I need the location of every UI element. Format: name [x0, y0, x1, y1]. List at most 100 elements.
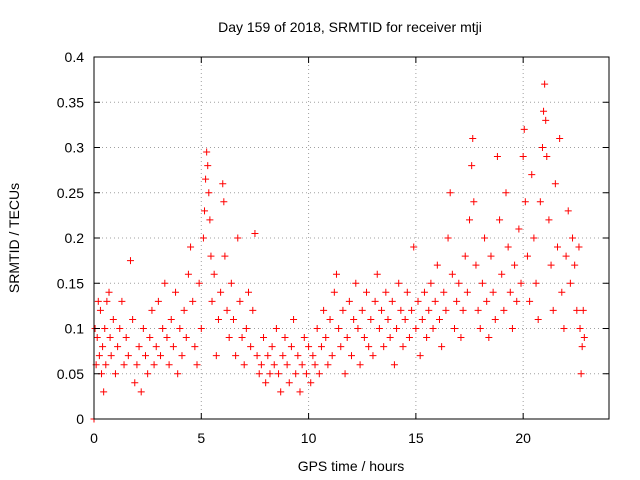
- data-point: [266, 370, 274, 378]
- x-tick-label: 5: [197, 430, 205, 446]
- data-point: [576, 325, 584, 332]
- y-tick-label: 0.25: [57, 185, 84, 201]
- data-point: [433, 261, 441, 269]
- data-point: [534, 315, 542, 323]
- data-point: [122, 334, 130, 342]
- data-point: [152, 343, 160, 351]
- data-point: [315, 370, 323, 378]
- data-point: [201, 207, 209, 215]
- data-point: [348, 352, 355, 360]
- data-point: [307, 379, 315, 387]
- data-point: [300, 334, 308, 342]
- data-point: [493, 153, 501, 161]
- data-point: [354, 325, 362, 332]
- data-point: [139, 325, 147, 332]
- data-point: [330, 288, 338, 296]
- chart-title: Day 159 of 2018, SRMTID for receiver mtj…: [218, 19, 482, 35]
- data-point: [249, 306, 257, 314]
- data-point: [169, 343, 177, 351]
- data-point: [208, 297, 216, 305]
- data-point: [541, 80, 549, 88]
- data-point: [412, 325, 420, 332]
- data-point: [435, 315, 443, 323]
- data-point: [420, 288, 428, 296]
- data-point: [257, 361, 265, 369]
- data-point: [564, 207, 572, 215]
- data-point: [240, 361, 248, 369]
- data-point: [148, 306, 156, 314]
- data-point: [446, 189, 454, 197]
- data-point: [386, 334, 394, 342]
- data-point: [521, 198, 529, 206]
- data-point: [474, 306, 482, 314]
- y-tick-label: 0.35: [57, 94, 84, 110]
- data-point: [103, 297, 111, 305]
- data-point: [176, 325, 184, 332]
- data-point: [393, 325, 401, 332]
- data-point: [375, 325, 383, 332]
- data-point: [442, 306, 450, 314]
- data-point: [163, 334, 171, 342]
- data-point: [360, 334, 368, 342]
- data-point: [382, 288, 390, 296]
- data-point: [498, 270, 506, 278]
- data-point: [562, 252, 570, 260]
- data-point: [94, 297, 102, 305]
- data-point: [540, 107, 548, 115]
- data-point: [472, 261, 480, 269]
- x-tick-label: 0: [90, 430, 98, 446]
- data-point: [326, 315, 334, 323]
- data-point: [150, 361, 158, 369]
- data-point: [317, 343, 325, 351]
- data-point: [225, 334, 233, 342]
- data-point: [159, 325, 167, 332]
- data-point: [380, 343, 388, 351]
- data-point: [523, 252, 531, 260]
- data-point: [283, 361, 291, 369]
- data-point: [236, 297, 244, 305]
- data-point: [395, 279, 403, 287]
- data-point: [202, 175, 210, 183]
- data-point: [165, 361, 173, 369]
- data-point: [302, 370, 310, 378]
- data-point: [234, 234, 242, 242]
- data-point: [532, 279, 540, 287]
- data-point: [253, 352, 261, 360]
- data-point: [191, 343, 199, 351]
- data-point: [101, 325, 109, 332]
- data-point: [275, 370, 283, 378]
- data-point: [238, 334, 246, 342]
- data-point: [111, 370, 119, 378]
- data-point: [292, 370, 300, 378]
- data-point: [232, 352, 240, 360]
- data-point: [322, 334, 330, 342]
- data-point: [189, 297, 197, 305]
- data-point: [268, 343, 276, 351]
- data-point: [120, 361, 128, 369]
- data-point: [272, 325, 280, 332]
- data-point: [506, 288, 514, 296]
- data-point: [311, 361, 319, 369]
- data-point: [519, 153, 527, 161]
- data-point: [277, 388, 285, 396]
- data-point: [328, 352, 336, 360]
- y-axis-title: SRMTID / TECUs: [6, 183, 22, 293]
- data-point: [129, 315, 137, 323]
- data-point: [573, 306, 581, 314]
- data-point: [369, 352, 377, 360]
- data-point: [260, 334, 268, 342]
- data-point: [440, 288, 448, 296]
- data-point: [502, 189, 510, 197]
- data-point: [577, 370, 585, 378]
- data-point: [341, 370, 349, 378]
- data-point: [367, 315, 375, 323]
- data-point: [414, 297, 422, 305]
- data-point: [146, 334, 154, 342]
- data-point: [520, 125, 528, 133]
- data-point: [575, 243, 583, 251]
- data-point: [180, 306, 188, 314]
- data-point: [298, 361, 306, 369]
- data-point: [356, 361, 364, 369]
- data-point: [161, 279, 169, 287]
- data-point: [397, 306, 405, 314]
